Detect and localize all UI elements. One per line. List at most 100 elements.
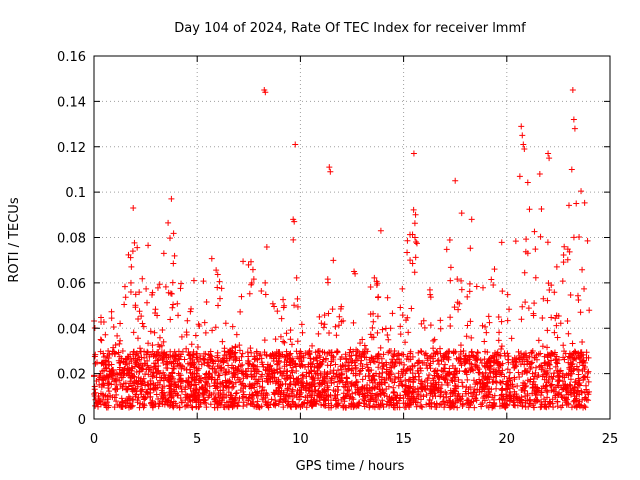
data-point [308,367,315,374]
data-point [135,394,142,401]
data-point [169,279,176,286]
data-point [96,381,103,388]
data-point [573,200,580,207]
x-tick-label: 20 [499,432,516,447]
data-point [183,331,190,338]
data-point [374,391,381,398]
data-point [132,304,139,311]
data-point [149,373,156,380]
data-point [447,393,454,400]
data-point [99,391,106,398]
data-point [214,352,221,359]
data-point [264,361,271,368]
data-point [207,401,214,408]
data-point [455,390,462,397]
data-point [472,394,479,401]
data-point [559,278,566,285]
data-point [420,317,427,324]
data-point [145,381,152,388]
data-point [117,359,124,366]
data-point [571,385,578,392]
data-point [240,399,247,406]
data-point [547,353,554,360]
data-point [209,365,216,372]
data-point [521,269,528,276]
data-point [418,348,425,355]
data-point [474,356,481,363]
data-point [438,388,445,395]
data-point [356,353,363,360]
data-point [434,357,441,364]
data-point [370,398,377,405]
data-point [275,360,282,367]
data-point [564,396,571,403]
data-point [380,403,387,410]
data-point [193,350,200,357]
data-point [191,363,198,370]
data-point [398,359,405,366]
data-point [390,353,397,360]
data-point [529,347,536,354]
data-point [437,392,444,399]
data-point [352,382,359,389]
data-point [431,401,438,408]
data-point [487,391,494,398]
data-point [348,404,355,411]
data-point [179,348,186,355]
data-point [569,87,576,94]
data-point [421,324,428,331]
data-point [584,237,591,244]
data-point [478,388,485,395]
data-point [305,361,312,368]
data-point [136,364,143,371]
data-point [409,363,416,370]
data-point [446,237,453,244]
data-point [238,381,245,388]
data-point [569,360,576,367]
data-point [537,404,544,411]
data-point [168,195,175,202]
data-point [327,368,334,375]
data-point [256,383,263,390]
data-point [452,374,459,381]
data-point [512,402,519,409]
data-point [343,392,350,399]
data-point [139,386,146,393]
data-point [486,365,493,372]
data-point [498,395,505,402]
data-point [504,291,511,298]
data-point [322,356,329,363]
data-point [195,358,202,365]
data-point [375,364,382,371]
data-point [189,351,196,358]
data-point [548,381,555,388]
data-point [236,367,243,374]
data-point [343,374,350,381]
data-point [524,179,531,186]
data-point [177,372,184,379]
data-point [277,397,284,404]
data-point [239,394,246,401]
data-point [105,348,112,355]
data-point [540,383,547,390]
data-points [91,87,593,411]
data-point [157,395,164,402]
data-point [316,313,323,320]
data-point [155,367,162,374]
data-point [530,402,537,409]
data-point [506,392,513,399]
data-point [394,400,401,407]
data-point [259,384,266,391]
data-point [486,376,493,383]
data-point [453,395,460,402]
data-point [308,373,315,380]
data-point [145,340,152,347]
data-point [116,340,123,347]
data-point [245,261,252,268]
data-point [533,356,540,363]
data-point [513,359,520,366]
data-point [545,150,552,157]
data-point [208,376,215,383]
data-point [335,378,342,385]
data-point [525,305,532,312]
